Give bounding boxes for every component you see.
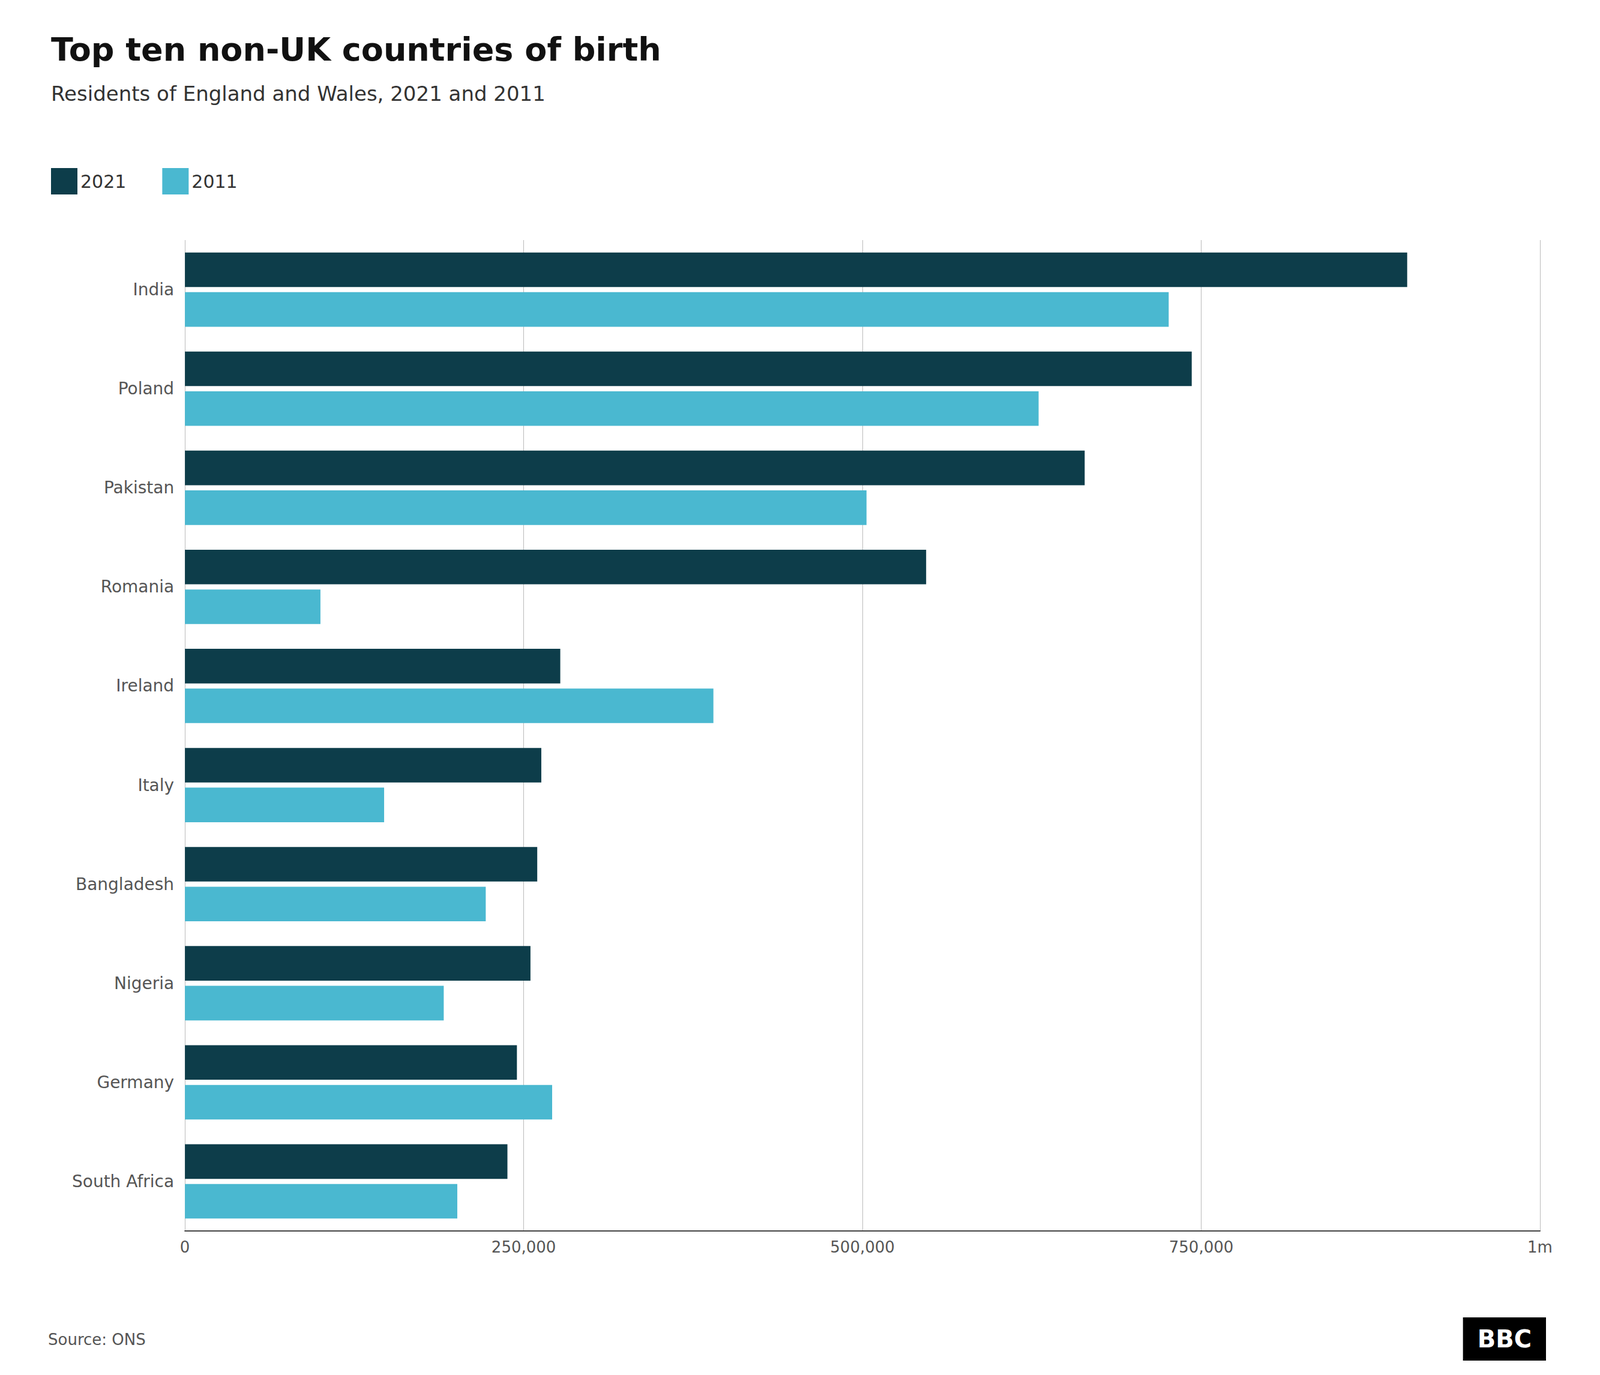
- svg-text:Nigeria: Nigeria: [114, 973, 175, 994]
- svg-text:2011: 2011: [191, 171, 238, 193]
- svg-text:1m: 1m: [1527, 1238, 1553, 1257]
- svg-text:Italy: Italy: [137, 775, 175, 796]
- svg-text:Source: ONS: Source: ONS: [48, 1330, 146, 1349]
- svg-text:Ireland: Ireland: [115, 675, 175, 696]
- svg-text:Poland: Poland: [118, 378, 175, 399]
- svg-text:750,000: 750,000: [1169, 1238, 1234, 1257]
- svg-text:500,000: 500,000: [830, 1238, 895, 1257]
- svg-text:250,000: 250,000: [491, 1238, 557, 1257]
- svg-text:India: India: [132, 279, 175, 300]
- svg-text:BBC: BBC: [1477, 1325, 1532, 1353]
- svg-text:Bangladesh: Bangladesh: [75, 874, 175, 895]
- svg-text:Pakistan: Pakistan: [103, 477, 175, 498]
- svg-text:South Africa: South Africa: [72, 1171, 175, 1192]
- svg-text:Romania: Romania: [100, 576, 175, 597]
- svg-text:2021: 2021: [80, 171, 127, 193]
- svg-text:Residents of England and Wales: Residents of England and Wales, 2021 and…: [51, 81, 546, 106]
- svg-text:Germany: Germany: [96, 1072, 175, 1093]
- svg-text:0: 0: [180, 1238, 191, 1257]
- svg-text:Top ten non-UK countries of bi: Top ten non-UK countries of birth: [51, 30, 662, 69]
